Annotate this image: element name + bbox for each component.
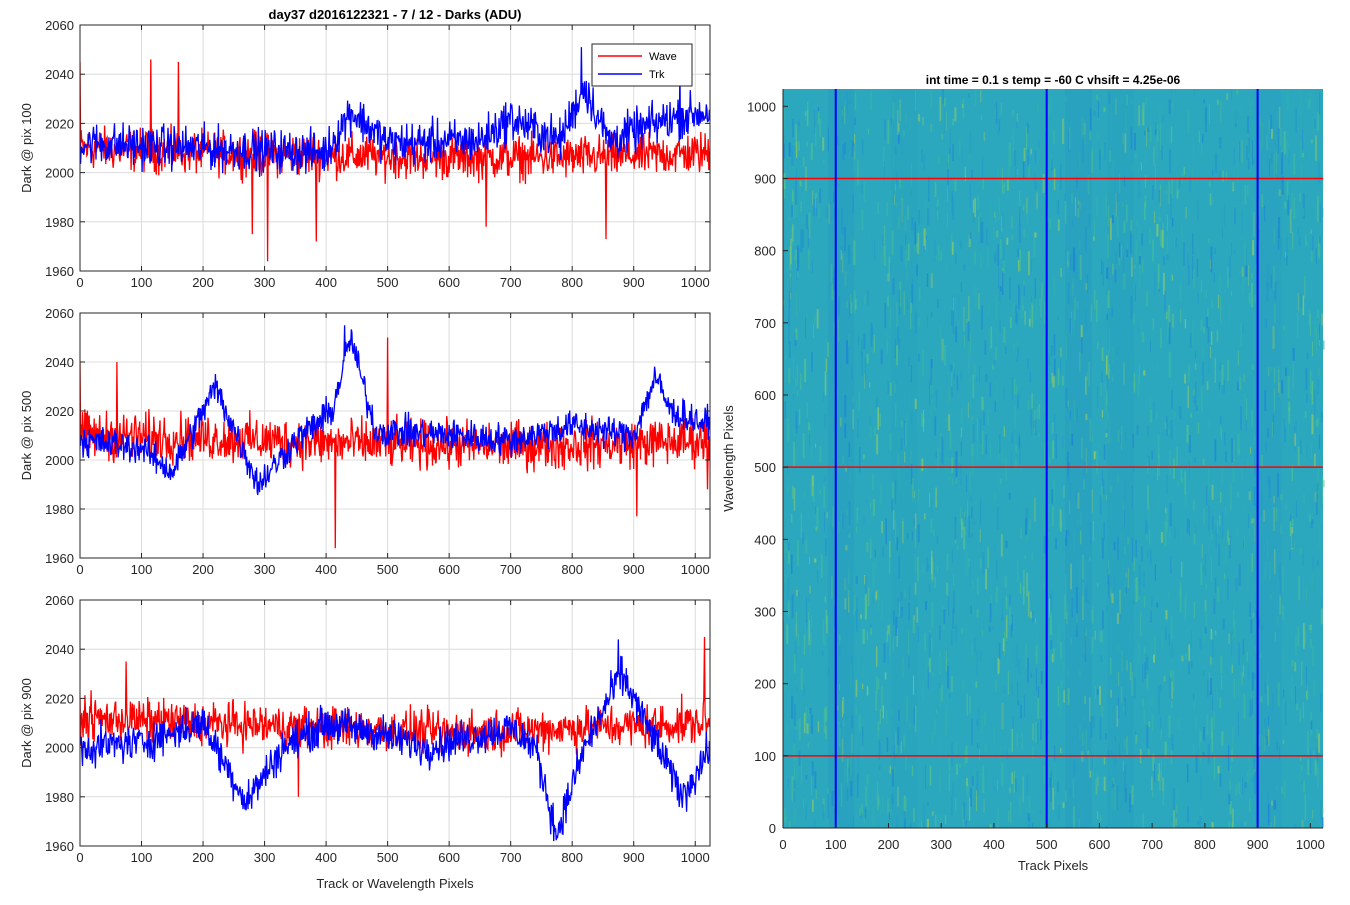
- heatmap-x-axis-label: Track Pixels: [1018, 858, 1089, 873]
- y-tick-label: 200: [754, 677, 776, 692]
- x-tick-label: 900: [623, 275, 645, 290]
- line-panel-3: 0 100 200 300 400 500 600 700 800 900 1000 1960 1980…: [19, 593, 710, 865]
- x-tick-label: 200: [192, 275, 214, 290]
- heatmap-title: int time = 0.1 s temp = -60 C vhsift = 4…: [926, 73, 1181, 87]
- y-tick-label: 2020: [45, 404, 74, 419]
- heatmap-band: [891, 89, 917, 828]
- y-tick-label: 700: [754, 316, 776, 331]
- y-tick-label: 2060: [45, 306, 74, 321]
- y-tick-label: 400: [754, 532, 776, 547]
- x-tick-label: 300: [930, 837, 952, 852]
- x-tick-label: 700: [500, 275, 522, 290]
- y-tick-label: 2000: [45, 741, 74, 756]
- y-axis-label: Dark @ pix 100: [19, 103, 34, 193]
- x-tick-label: 600: [438, 275, 460, 290]
- heatmap-panel: 0 100 200 300 400 500 600 700 800 900 1000 0 100 200 3…: [721, 73, 1325, 873]
- x-tick-label: 500: [377, 562, 399, 577]
- x-tick-label: 400: [315, 562, 337, 577]
- y-tick-label: 1960: [45, 839, 74, 854]
- y-tick-label: 2020: [45, 116, 74, 131]
- x-tick-label: 200: [192, 562, 214, 577]
- y-axis-label: Dark @ pix 900: [19, 678, 34, 768]
- x-tick-label: 100: [131, 275, 153, 290]
- x-tick-label: 700: [1141, 837, 1163, 852]
- x-tick-label: 300: [254, 275, 276, 290]
- legend: Wave Trk: [592, 44, 692, 86]
- x-tick-label: 0: [76, 850, 83, 865]
- y-tick-label: 2060: [45, 593, 74, 608]
- heatmap-y-axis-label: Wavelength Pixels: [721, 405, 736, 512]
- legend-box: [592, 44, 692, 86]
- x-tick-label: 100: [131, 562, 153, 577]
- figure-title: day37 d2016122321 - 7 / 12 - Darks (ADU): [269, 7, 522, 22]
- y-tick-label: 1980: [45, 215, 74, 230]
- x-tick-label: 1000: [1296, 837, 1325, 852]
- x-tick-label: 400: [983, 837, 1005, 852]
- x-tick-label: 0: [779, 837, 786, 852]
- heatmap-band: [828, 89, 854, 828]
- x-tick-label: 500: [377, 850, 399, 865]
- heatmap-band: [1107, 89, 1133, 828]
- y-tick-label: 1980: [45, 790, 74, 805]
- y-tick-label: 100: [754, 749, 776, 764]
- y-tick-label: 1000: [747, 99, 776, 114]
- x-tick-label: 900: [623, 850, 645, 865]
- line-panel-2: 0 100 200 300 400 500 600 700 800 900 1000 1960 1980…: [19, 306, 710, 577]
- y-tick-label: 1980: [45, 502, 74, 517]
- y-tick-label: 2040: [45, 67, 74, 82]
- x-tick-label: 0: [76, 562, 83, 577]
- x-tick-label: 0: [76, 275, 83, 290]
- x-tick-label: 200: [192, 850, 214, 865]
- x-tick-label: 500: [1036, 837, 1058, 852]
- y-axis-label: Dark @ pix 500: [19, 391, 34, 481]
- legend-label-trk: Trk: [649, 69, 665, 81]
- y-tick-label: 2060: [45, 18, 74, 33]
- x-tick-label: 700: [500, 562, 522, 577]
- y-tick-label: 800: [754, 244, 776, 259]
- x-tick-label: 100: [131, 850, 153, 865]
- x-tick-label: 800: [561, 850, 583, 865]
- y-tick-label: 2040: [45, 642, 74, 657]
- x-tick-label: 800: [561, 275, 583, 290]
- x-tick-label: 300: [254, 850, 276, 865]
- x-tick-label: 500: [377, 275, 399, 290]
- x-tick-label: 200: [878, 837, 900, 852]
- y-tick-label: 1960: [45, 264, 74, 279]
- x-tick-label: 600: [438, 850, 460, 865]
- y-tick-label: 1960: [45, 551, 74, 566]
- x-tick-label: 1000: [681, 562, 710, 577]
- x-tick-label: 800: [561, 562, 583, 577]
- x-tick-label: 600: [1089, 837, 1111, 852]
- x-tick-label: 400: [315, 275, 337, 290]
- y-tick-label: 2000: [45, 453, 74, 468]
- x-tick-label: 300: [254, 562, 276, 577]
- y-tick-label: 2000: [45, 166, 74, 181]
- heatmap-band: [1065, 89, 1091, 828]
- x-tick-label: 100: [825, 837, 847, 852]
- y-tick-label: 900: [754, 171, 776, 186]
- heatmap-band: [1255, 89, 1281, 828]
- x-tick-label: 1000: [681, 850, 710, 865]
- x-tick-label: 900: [1247, 837, 1269, 852]
- x-tick-label: 600: [438, 562, 460, 577]
- y-tick-label: 300: [754, 604, 776, 619]
- y-tick-label: 2040: [45, 355, 74, 370]
- x-tick-label: 1000: [681, 275, 710, 290]
- x-tick-label: 900: [623, 562, 645, 577]
- x-tick-label: 700: [500, 850, 522, 865]
- x-axis-label: Track or Wavelength Pixels: [316, 876, 474, 891]
- line-panel-1: 0 100 200 300 400 500 600 700 800 900 1000 1960 1980…: [19, 18, 710, 290]
- legend-label-wave: Wave: [649, 51, 677, 63]
- x-tick-label: 800: [1194, 837, 1216, 852]
- x-tick-label: 400: [315, 850, 337, 865]
- y-tick-label: 2020: [45, 691, 74, 706]
- y-tick-label: 600: [754, 388, 776, 403]
- y-tick-label: 0: [769, 821, 776, 836]
- y-tick-label: 500: [754, 460, 776, 475]
